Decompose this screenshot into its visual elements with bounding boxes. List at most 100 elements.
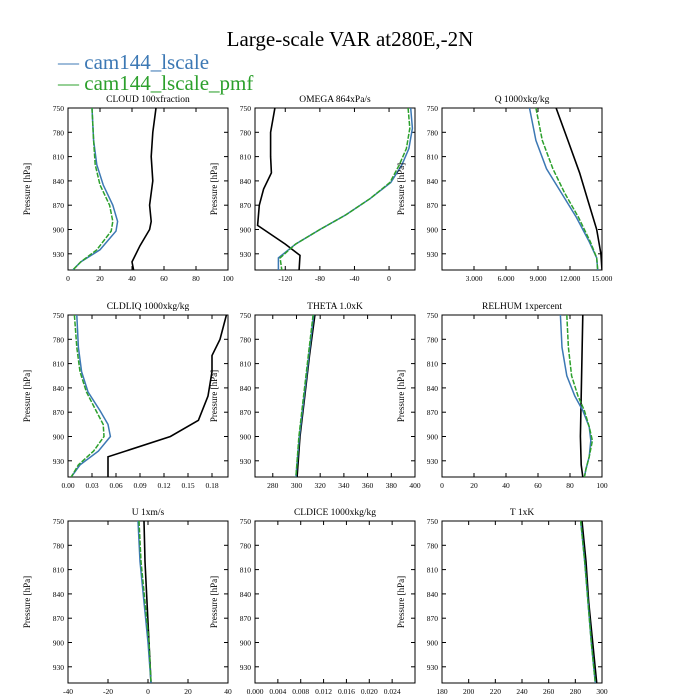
y-tick-label-6-1: 780 (53, 541, 65, 550)
y-tick-label-7-4: 870 (240, 614, 252, 623)
x-tick-label-3-5: 0.15 (181, 481, 194, 490)
y-tick-label-1-6: 930 (240, 250, 252, 259)
series-line-cam144-lscale-pmf-5 (566, 315, 594, 477)
series-line-control-0 (131, 108, 157, 270)
y-tick-label-7-0: 750 (240, 517, 252, 526)
y-tick-label-0-5: 900 (53, 226, 65, 235)
x-tick-label-6-1: -20 (103, 687, 113, 696)
plot-frame-4 (254, 314, 416, 478)
y-tick-label-5-3: 840 (427, 384, 439, 393)
series-line-cam144-lscale-pmf-0 (72, 108, 114, 270)
y-axis-label-3: Pressure [hPa] (22, 370, 32, 422)
series-line-cam144-lscale-pmf-1 (279, 108, 411, 270)
x-tick-label-6-0: -40 (63, 687, 73, 696)
y-tick-label-5-5: 900 (427, 433, 439, 442)
x-tick-label-7-6: 0.024 (384, 687, 401, 696)
x-tick-label-0-2: 40 (128, 274, 136, 283)
series-line-cam144-lscale-5 (559, 315, 592, 477)
x-tick-label-8-6: 300 (596, 687, 608, 696)
y-tick-label-2-4: 870 (427, 201, 439, 210)
panel-title-7: CLDICE 1000xkg/kg (294, 508, 376, 518)
y-tick-label-6-5: 900 (53, 639, 65, 648)
y-tick-label-3-6: 930 (53, 457, 65, 466)
legend-item-lscale-pmf: — cam144_lscale_pmf (58, 72, 253, 94)
plot-frame-1 (254, 107, 416, 271)
panel-title-0: CLOUD 100xfraction (106, 94, 190, 105)
plot-frame-6 (67, 520, 229, 684)
y-tick-label-7-2: 810 (240, 566, 252, 575)
x-tick-label-1-0: -120 (278, 274, 292, 283)
series-line-cam144-lscale-0 (72, 108, 119, 270)
legend-swatch-lscale: — (58, 50, 85, 74)
panel-title-1: OMEGA 864xPa/s (299, 95, 371, 105)
y-tick-label-3-1: 780 (53, 335, 65, 344)
x-tick-label-3-0: 0.00 (61, 481, 74, 490)
y-tick-label-5-4: 870 (427, 408, 439, 417)
x-tick-label-2-1: 6.000 (498, 274, 515, 283)
x-tick-label-8-2: 220 (490, 687, 502, 696)
series-line-cam144-lscale-pmf-3 (70, 315, 105, 477)
x-tick-label-7-2: 0.008 (292, 687, 309, 696)
y-tick-label-6-3: 840 (53, 590, 65, 599)
y-tick-label-2-5: 900 (427, 226, 439, 235)
x-tick-label-0-0: 0 (66, 274, 70, 283)
x-tick-label-6-4: 40 (224, 687, 232, 696)
y-tick-label-6-0: 750 (53, 517, 65, 526)
x-tick-label-4-2: 320 (315, 481, 327, 490)
series-line-control-1 (256, 108, 301, 270)
x-tick-label-3-1: 0.03 (85, 481, 98, 490)
y-tick-label-3-3: 840 (53, 384, 65, 393)
y-tick-label-1-0: 750 (240, 104, 252, 113)
x-tick-label-3-4: 0.12 (157, 481, 170, 490)
y-tick-label-8-6: 930 (427, 663, 439, 672)
plot-frame-8 (441, 520, 603, 684)
y-tick-label-4-4: 870 (240, 408, 252, 417)
x-tick-label-5-1: 20 (470, 481, 478, 490)
y-axis-label-1: Pressure [hPa] (209, 163, 219, 215)
y-tick-label-7-3: 840 (240, 590, 252, 599)
y-tick-label-2-6: 930 (427, 250, 439, 259)
y-axis-label-6: Pressure [hPa] (22, 576, 32, 628)
y-axis-label-4: Pressure [hPa] (209, 370, 219, 422)
x-tick-label-8-0: 180 (436, 687, 448, 696)
series-line-control-5 (579, 315, 584, 477)
x-tick-label-8-5: 280 (570, 687, 582, 696)
panel-title-8: T 1xK (510, 508, 535, 518)
plot-frame-0 (67, 107, 229, 271)
series-line-control-2 (555, 108, 602, 270)
series-line-cam144-lscale-6 (137, 521, 152, 683)
y-tick-label-8-4: 870 (427, 614, 439, 623)
panel-title-3: CLDLIQ 1000xkg/kg (107, 302, 190, 312)
series-line-cam144-lscale-pmf-2 (535, 108, 599, 270)
x-tick-label-4-1: 300 (291, 481, 303, 490)
y-tick-label-8-1: 780 (427, 541, 439, 550)
x-tick-label-0-4: 80 (192, 274, 200, 283)
panel-title-2: Q 1000xkg/kg (495, 95, 550, 105)
x-tick-label-6-2: 0 (146, 687, 150, 696)
y-tick-label-0-2: 810 (53, 153, 65, 162)
legend-label-lscale-pmf: cam144_lscale_pmf (84, 71, 254, 95)
x-tick-label-5-2: 40 (502, 481, 510, 490)
x-tick-label-5-4: 80 (566, 481, 574, 490)
y-tick-label-1-1: 780 (240, 128, 252, 137)
y-tick-label-2-3: 840 (427, 177, 439, 186)
y-tick-label-1-2: 810 (240, 153, 252, 162)
series-line-control-3 (107, 315, 228, 477)
y-tick-label-1-3: 840 (240, 177, 252, 186)
y-tick-label-5-0: 750 (427, 311, 439, 320)
y-tick-label-8-0: 750 (427, 517, 439, 526)
y-tick-label-4-2: 810 (240, 360, 252, 369)
x-tick-label-7-5: 0.020 (361, 687, 378, 696)
y-tick-label-6-2: 810 (53, 566, 65, 575)
x-tick-label-7-3: 0.012 (315, 687, 332, 696)
series-line-cam144-lscale-pmf-8 (579, 521, 597, 683)
y-tick-label-4-0: 750 (240, 311, 252, 320)
x-tick-label-2-2: 9.000 (530, 274, 547, 283)
series-line-cam144-lscale-3 (70, 315, 112, 477)
x-tick-label-4-0: 280 (267, 481, 279, 490)
x-tick-label-2-0: 3.000 (466, 274, 483, 283)
y-tick-label-4-1: 780 (240, 335, 252, 344)
x-tick-label-7-1: 0.004 (269, 687, 286, 696)
